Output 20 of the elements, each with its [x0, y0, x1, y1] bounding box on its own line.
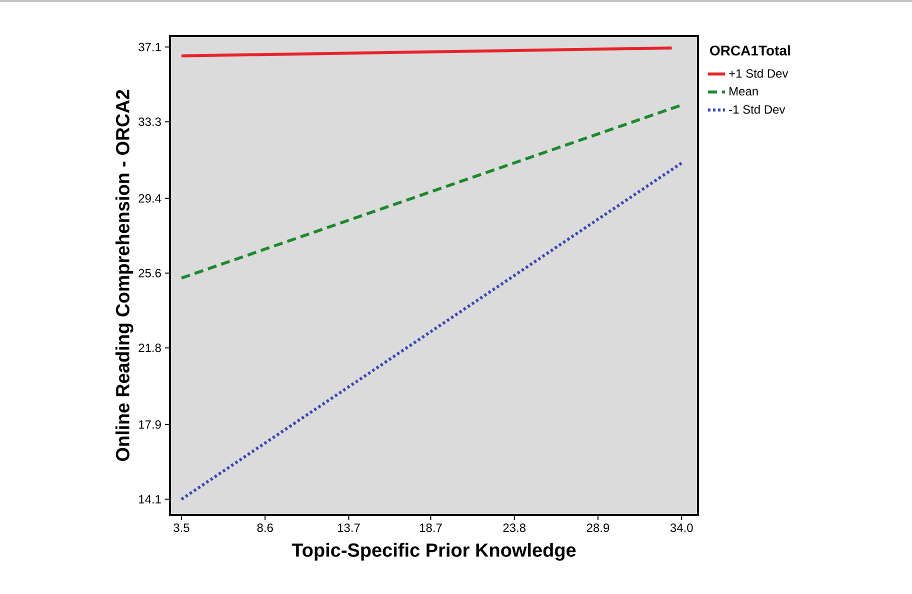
y-tick-label: 33.3 [138, 117, 161, 126]
x-tick-label: 8.6 [257, 524, 273, 532]
legend-label: -1 Std Dev [729, 104, 786, 114]
y-tick-label: 14.1 [139, 495, 161, 504]
legend-label: +1 Std Dev [729, 68, 788, 78]
x-tick-label: 3.5 [174, 524, 190, 532]
x-tick-label: 23.8 [503, 524, 526, 532]
legend-label: Mean [730, 87, 758, 96]
x-tick-label: 18.7 [420, 524, 442, 532]
x-tick-label: 34.0 [670, 524, 693, 532]
x-tick-label: 13.7 [338, 524, 360, 532]
y-tick-label: 37.1 [138, 42, 161, 52]
y-tick-label: 21.8 [138, 344, 161, 352]
y-tick-label: 17.9 [139, 420, 161, 429]
y-tick-label: 29.4 [138, 194, 162, 203]
y-axis-title: Online Reading Comprehension - ORCA2 [115, 90, 134, 462]
y-tick-label: 25.6 [138, 268, 161, 278]
legend-title: ORCA1Total [710, 45, 790, 56]
x-tick-label: 28.9 [586, 524, 610, 532]
x-axis-title: Topic-Specific Prior Knowledge [292, 542, 576, 561]
